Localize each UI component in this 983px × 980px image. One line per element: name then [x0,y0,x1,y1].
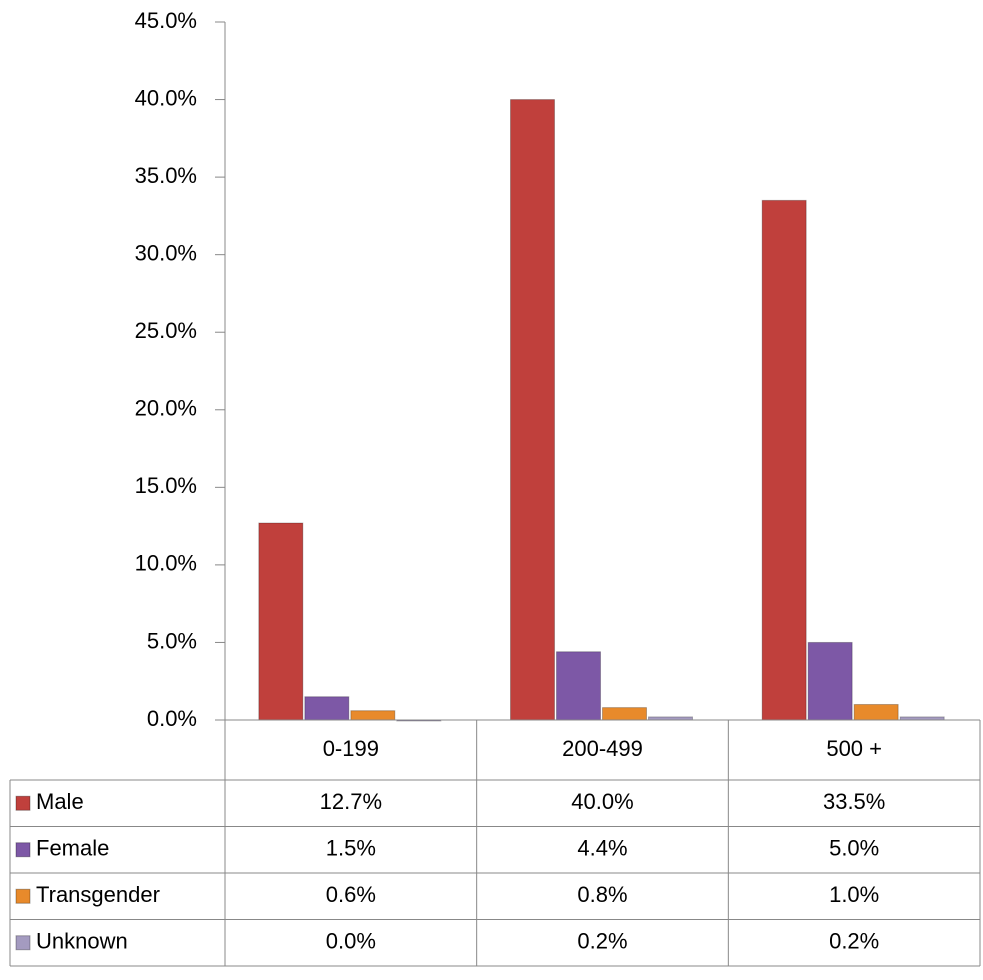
legend-swatch [15,935,31,951]
data-label: 1.5% [326,836,376,861]
x-tick-label: 200-499 [562,736,643,761]
data-label: 1.0% [829,882,879,907]
data-label: 40.0% [571,789,633,814]
data-label: 0.2% [577,929,627,954]
bar [304,696,350,721]
legend-label: Female [36,836,109,861]
bar [602,707,647,721]
y-tick-label: 0.0% [147,706,197,731]
y-tick-label: 40.0% [135,85,197,110]
legend-label: Male [36,789,84,814]
y-tick-label: 15.0% [135,473,197,498]
y-tick-label: 45.0% [135,8,197,33]
data-label: 4.4% [577,836,627,861]
bar [853,703,899,721]
legend-label: Transgender [36,882,160,907]
bar [761,199,807,721]
bar [807,641,853,721]
bar [556,651,601,721]
y-tick-label: 5.0% [147,628,197,653]
data-label: 33.5% [823,789,885,814]
y-tick-label: 25.0% [135,318,197,343]
bar [350,710,396,721]
data-label: 0.8% [577,882,627,907]
legend-swatch [15,795,31,811]
legend-swatch [15,888,31,904]
y-tick-label: 30.0% [135,240,197,265]
y-tick-label: 35.0% [135,163,197,188]
y-tick-label: 20.0% [135,396,197,421]
legend-label: Unknown [36,929,128,954]
data-label: 0.2% [829,929,879,954]
x-tick-label: 500 + [826,736,882,761]
x-tick-label: 0-199 [323,736,379,761]
y-tick-label: 10.0% [135,551,197,576]
bar [258,522,304,721]
bar [510,99,555,721]
data-label: 5.0% [829,836,879,861]
data-label: 0.0% [326,929,376,954]
legend-swatch [15,842,31,858]
data-label: 0.6% [326,882,376,907]
data-label: 12.7% [320,789,382,814]
